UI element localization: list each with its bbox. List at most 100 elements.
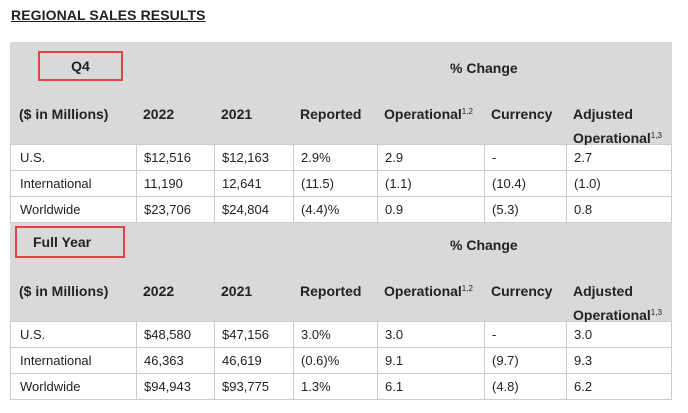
- col-currency-header-fy: Currency: [491, 283, 553, 299]
- col-2022-header-fy: 2022: [143, 283, 175, 299]
- currency-cell: -: [492, 327, 497, 342]
- column-divider: [136, 171, 137, 196]
- column-divider: [293, 374, 294, 399]
- value-2021-cell: 12,641: [222, 176, 262, 191]
- column-divider: [293, 171, 294, 196]
- value-2021-cell: $24,804: [222, 202, 269, 217]
- table-row: Worldwide $23,706 $24,804 (4.4)% 0.9 (5.3) 0.8: [11, 197, 671, 223]
- column-divider: [377, 197, 378, 222]
- region-cell: Worldwide: [20, 379, 81, 394]
- adjusted-cell: 3.0: [574, 327, 593, 342]
- currency-cell: (9.7): [492, 353, 519, 368]
- column-divider: [377, 322, 378, 347]
- col-operational-text-fy: Operational: [384, 283, 462, 299]
- column-divider: [566, 322, 567, 347]
- region-cell: U.S.: [20, 327, 46, 342]
- fy-column-headers: ($ in Millions) 2022 2021 Reported Opera…: [10, 273, 672, 323]
- col-adjusted-header: Adjusted: [573, 106, 633, 122]
- reported-cell: (11.5): [301, 176, 334, 191]
- column-divider: [136, 145, 137, 170]
- adjusted-cell: 9.3: [574, 353, 593, 368]
- column-divider: [214, 145, 215, 170]
- col-2022-header: 2022: [143, 106, 175, 122]
- adjusted-cell: 6.2: [574, 379, 593, 394]
- currency-cell: -: [492, 150, 497, 165]
- value-2021-cell: 46,619: [222, 353, 262, 368]
- column-divider: [566, 374, 567, 399]
- column-divider: [214, 348, 215, 373]
- column-divider: [566, 171, 567, 196]
- value-2021-cell: $12,163: [222, 150, 269, 165]
- table-row: U.S. $48,580 $47,156 3.0% 3.0 - 3.0: [11, 322, 671, 348]
- reported-cell: 3.0%: [301, 327, 331, 342]
- reported-cell: 2.9%: [301, 150, 331, 165]
- column-divider: [566, 348, 567, 373]
- column-divider: [377, 171, 378, 196]
- value-2021-cell: $93,775: [222, 379, 269, 394]
- column-divider: [136, 197, 137, 222]
- col-adjusted-header-line2-fy: Operational1,3: [573, 307, 662, 323]
- col-reported-header: Reported: [300, 106, 362, 122]
- column-divider: [136, 348, 137, 373]
- pct-change-header-fy: % Change: [450, 237, 518, 253]
- column-divider: [566, 145, 567, 170]
- column-divider: [484, 374, 485, 399]
- column-divider: [214, 197, 215, 222]
- column-divider: [293, 197, 294, 222]
- col-label-header: ($ in Millions): [19, 106, 109, 122]
- operational-cell: 6.1: [385, 379, 404, 394]
- operational-cell: 0.9: [385, 202, 404, 217]
- operational-cell: 9.1: [385, 353, 404, 368]
- column-divider: [136, 322, 137, 347]
- q4-period-label: Q4: [38, 51, 123, 81]
- column-divider: [136, 374, 137, 399]
- column-divider: [484, 322, 485, 347]
- page-title: REGIONAL SALES RESULTS: [11, 7, 206, 23]
- region-cell: Worldwide: [20, 202, 81, 217]
- value-2021-cell: $47,156: [222, 327, 269, 342]
- column-divider: [377, 374, 378, 399]
- currency-cell: (10.4): [492, 176, 526, 191]
- adjusted-cell: 2.7: [574, 150, 593, 165]
- col-operational-sup-fy: 1,2: [461, 284, 473, 293]
- col-adjusted-sup-fy: 1,3: [650, 308, 662, 317]
- pct-change-header: % Change: [450, 60, 518, 76]
- col-currency-header: Currency: [491, 106, 553, 122]
- region-cell: International: [20, 353, 92, 368]
- value-2022-cell: 11,190: [144, 176, 183, 191]
- col-operational-sup: 1,2: [461, 107, 473, 116]
- col-adjusted-text-fy: Operational: [573, 307, 651, 323]
- region-cell: U.S.: [20, 150, 46, 165]
- adjusted-cell: 0.8: [574, 202, 593, 217]
- column-divider: [566, 197, 567, 222]
- q4-rows: U.S. $12,516 $12,163 2.9% 2.9 - 2.7 Internation…: [10, 144, 672, 223]
- column-divider: [293, 348, 294, 373]
- col-2021-header: 2021: [221, 106, 253, 122]
- value-2022-cell: $23,706: [144, 202, 191, 217]
- value-2022-cell: $94,943: [144, 379, 191, 394]
- column-divider: [377, 145, 378, 170]
- region-cell: International: [20, 176, 92, 191]
- col-adjusted-header-fy: Adjusted: [573, 283, 633, 299]
- column-divider: [214, 171, 215, 196]
- q4-column-headers: ($ in Millions) 2022 2021 Reported Opera…: [10, 96, 672, 146]
- column-divider: [293, 145, 294, 170]
- col-operational-text: Operational: [384, 106, 462, 122]
- fy-section-header: Full Year % Change: [10, 223, 672, 273]
- column-divider: [293, 322, 294, 347]
- column-divider: [484, 197, 485, 222]
- table-row: Worldwide $94,943 $93,775 1.3% 6.1 (4.8) 6.2: [11, 374, 671, 400]
- column-divider: [484, 348, 485, 373]
- reported-cell: 1.3%: [301, 379, 331, 394]
- column-divider: [214, 374, 215, 399]
- value-2022-cell: $48,580: [144, 327, 191, 342]
- col-reported-header-fy: Reported: [300, 283, 362, 299]
- value-2022-cell: $12,516: [144, 150, 191, 165]
- col-operational-header-fy: Operational1,2: [384, 283, 473, 299]
- currency-cell: (4.8): [492, 379, 519, 394]
- col-2021-header-fy: 2021: [221, 283, 253, 299]
- value-2022-cell: 46,363: [144, 353, 184, 368]
- operational-cell: 3.0: [385, 327, 404, 342]
- column-divider: [484, 145, 485, 170]
- column-divider: [214, 322, 215, 347]
